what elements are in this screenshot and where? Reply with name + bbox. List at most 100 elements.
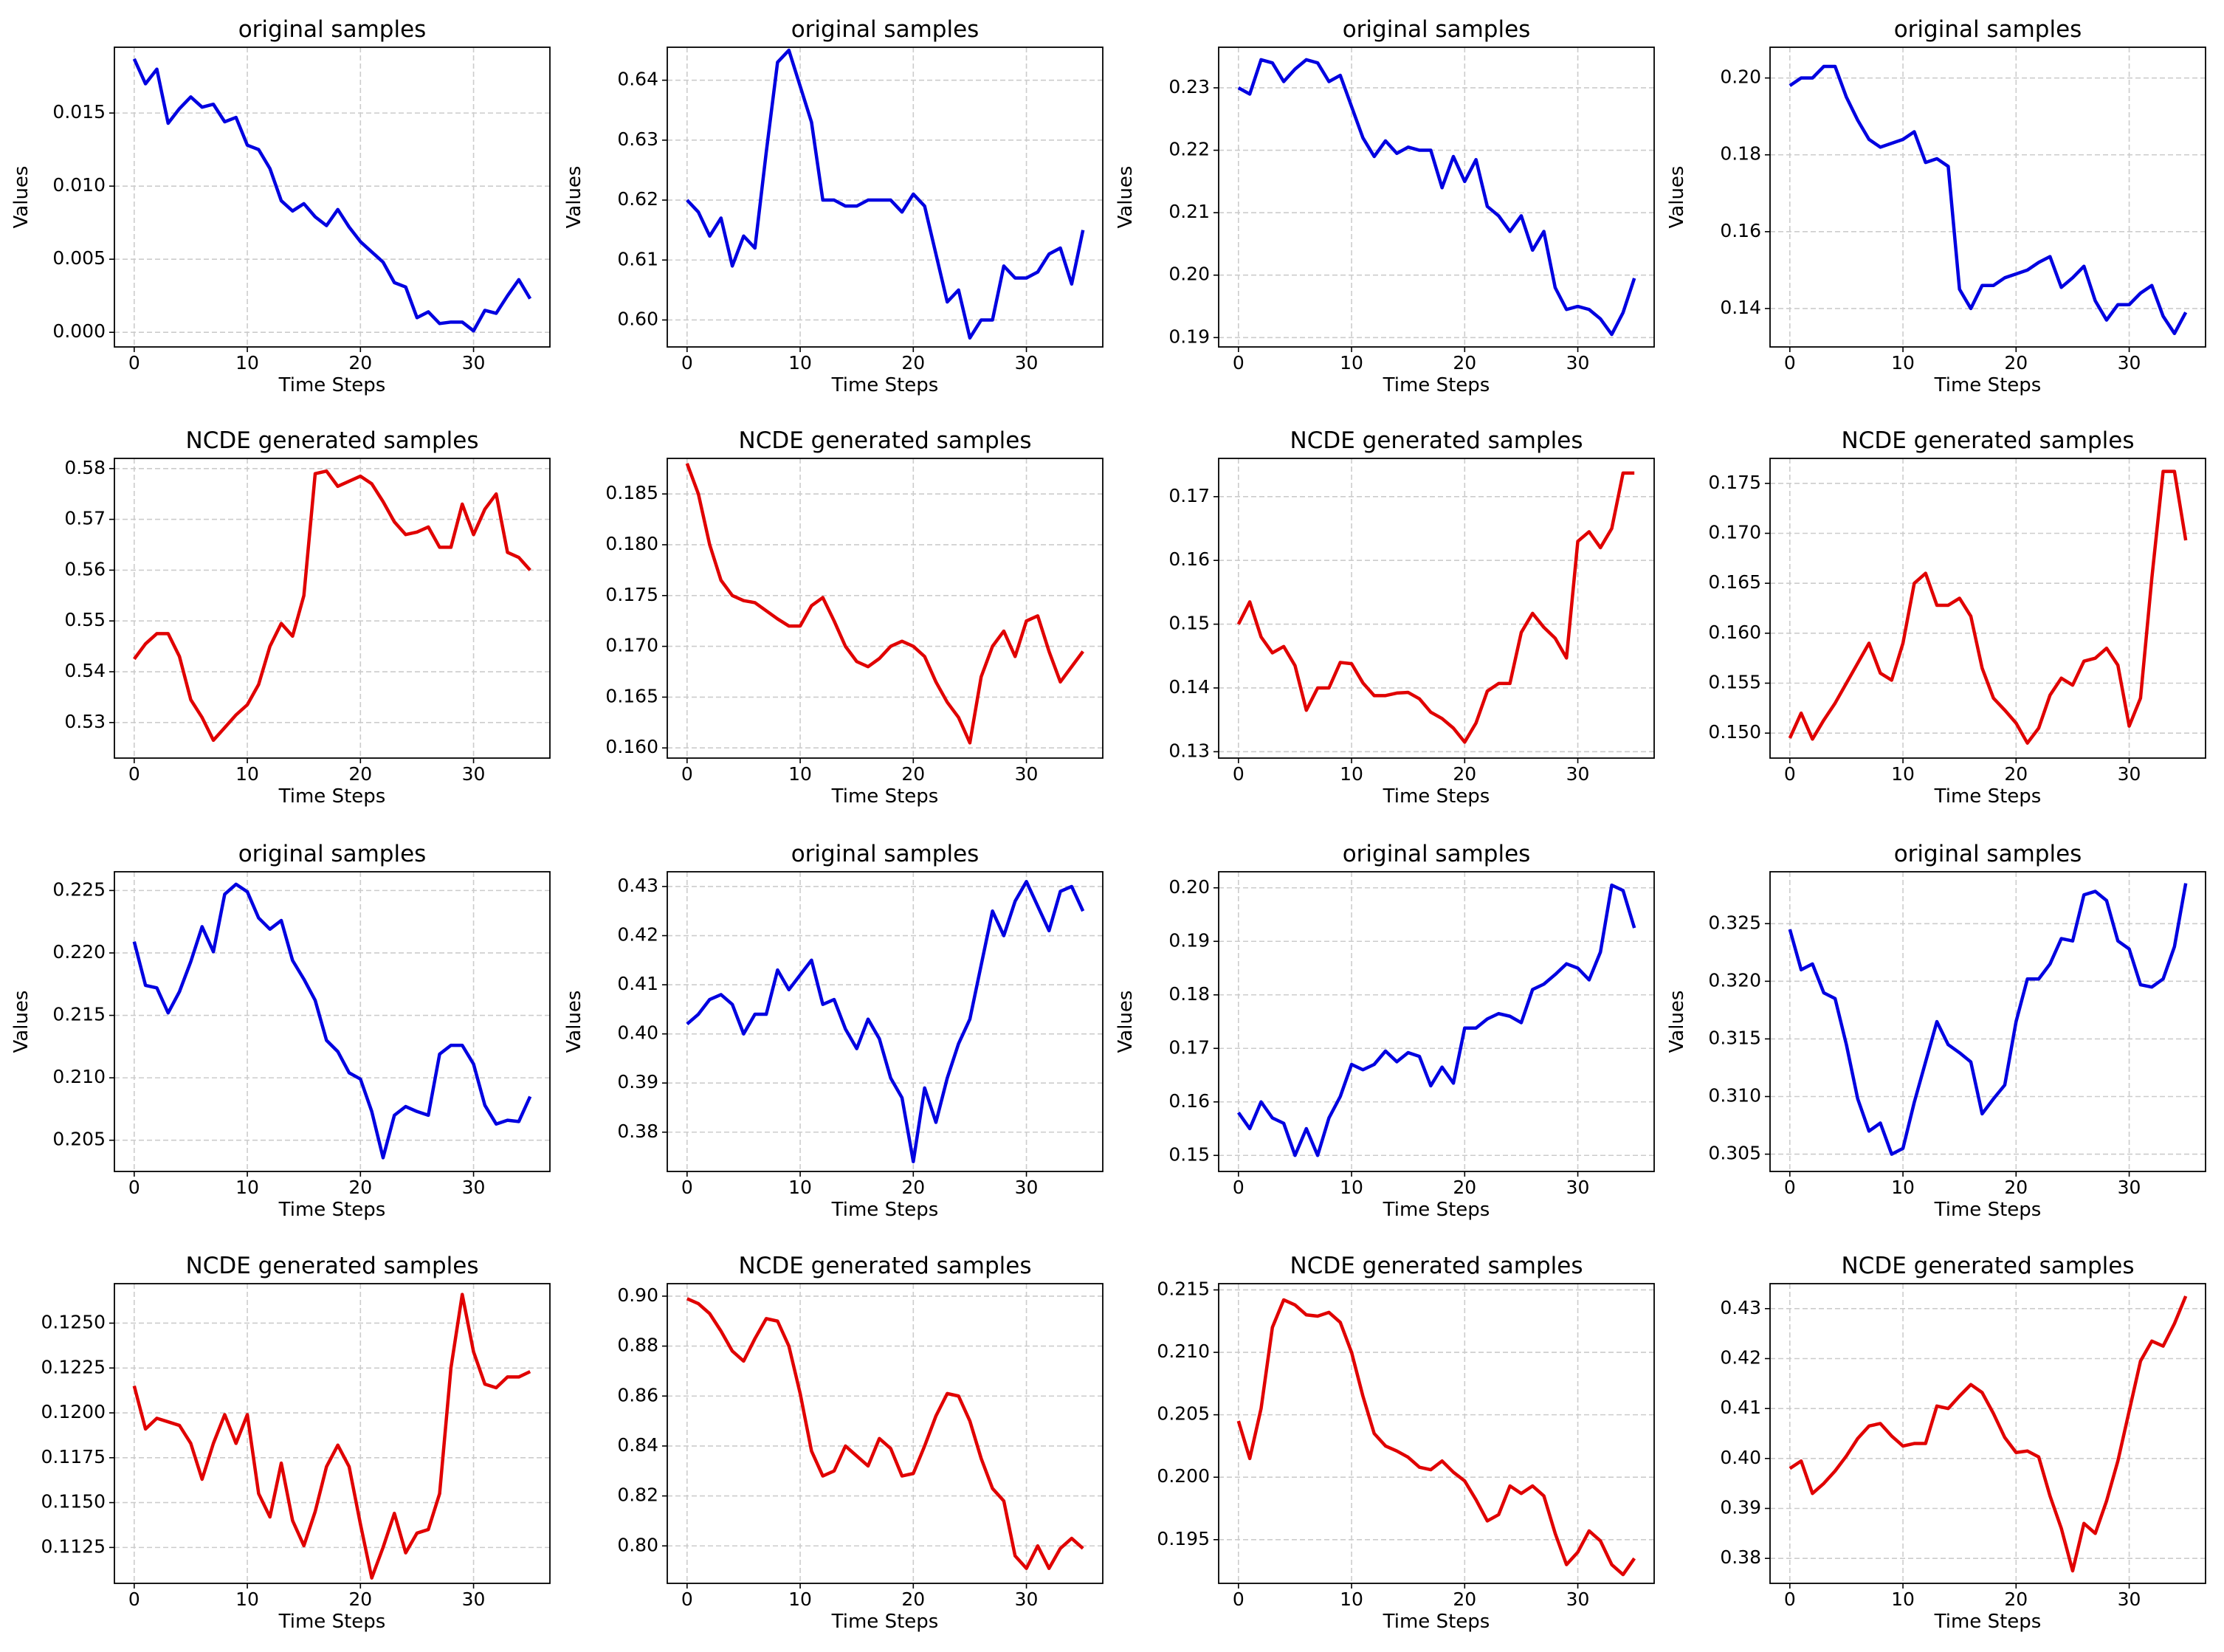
y-tick-label: 0.005 (52, 247, 106, 269)
subplot: 0.19 0.20 0.21 0.22 0.23 0 10 20 30 original samp… (1115, 16, 1655, 396)
y-axis-label: Values (1115, 166, 1137, 229)
subplot: 0.205 0.210 0.215 0.220 0.225 0 10 20 30 original… (10, 841, 551, 1221)
y-tick-label: 0.40 (1720, 1447, 1761, 1468)
y-tick-label: 0.15 (1168, 1143, 1210, 1165)
y-tick-label: 0.63 (617, 128, 658, 150)
plot-area (132, 882, 532, 1160)
axes-frame (667, 1283, 1104, 1584)
y-tick-label: 0.21 (1168, 201, 1210, 222)
y-tick-label: 0.220 (52, 941, 106, 963)
subplot-title: original samples (1894, 841, 2082, 867)
y-tick-label: 0.1150 (41, 1491, 106, 1512)
y-tick-label: 0.150 (1708, 721, 1761, 743)
axes-frame (1769, 458, 2206, 759)
y-tick-label: 0.42 (1720, 1347, 1761, 1369)
data-line (133, 469, 531, 743)
axes-frame (114, 1283, 551, 1584)
x-tick-label: 30 (1566, 1177, 1590, 1198)
plot-area (1789, 1295, 2188, 1573)
x-tick-label: 10 (1340, 1589, 1363, 1610)
y-axis-label: Values (1115, 991, 1137, 1053)
x-tick-label: 0 (128, 763, 140, 785)
x-axis-label: Time Steps (278, 1199, 386, 1221)
y-tick-label: 0.19 (1168, 326, 1210, 347)
data-line (686, 1297, 1084, 1570)
x-axis-label: Time Steps (1383, 785, 1490, 808)
x-axis-label: Time Steps (1934, 1199, 2042, 1221)
axes-frame (1218, 458, 1655, 759)
data-line (1789, 64, 2188, 336)
x-tick-label: 10 (1340, 352, 1363, 374)
y-tick-label: 0.61 (617, 248, 658, 269)
x-axis-label: Time Steps (1934, 785, 2042, 808)
plot-area (1788, 469, 2188, 745)
x-tick-label: 30 (462, 1589, 486, 1610)
subplot-title: NCDE generated samples (1842, 1253, 2135, 1279)
y-tick-label: 0.88 (617, 1335, 658, 1356)
x-tick-label: 20 (901, 763, 925, 785)
x-axis-label: Time Steps (831, 1199, 939, 1221)
x-tick-label: 30 (2118, 1589, 2141, 1610)
subplot: 0.13 0.14 0.15 0.16 0.17 0 10 20 30 NCDE generate… (1168, 427, 1655, 808)
y-tick-label: 0.13 (1168, 740, 1210, 761)
y-axis-label: Values (563, 991, 585, 1053)
y-tick-label: 0.19 (1168, 929, 1210, 951)
x-tick-label: 0 (1233, 1177, 1244, 1198)
y-tick-label: 0.320 (1708, 969, 1761, 991)
x-tick-label: 20 (901, 352, 925, 374)
x-tick-label: 0 (1233, 352, 1244, 374)
axes-frame (667, 871, 1104, 1172)
y-tick-label: 0.17 (1168, 1036, 1210, 1058)
subplot: 0.000 0.005 0.010 0.015 0 10 20 30 original samp… (10, 16, 551, 396)
axes-frame (667, 458, 1104, 759)
x-tick-label: 10 (1891, 352, 1915, 374)
plot-area (1236, 883, 1636, 1157)
subplot-title: original samples (791, 841, 980, 867)
x-tick-label: 0 (681, 1589, 693, 1610)
subplot: 0.15 0.16 0.17 0.18 0.19 0.20 0 10 20 30 original … (1115, 841, 1655, 1221)
x-tick-label: 20 (2004, 763, 2028, 785)
x-axis-label: Time Steps (278, 785, 386, 808)
x-tick-label: 30 (1015, 352, 1039, 374)
x-tick-label: 20 (1453, 1589, 1476, 1610)
y-tick-label: 0.14 (1720, 297, 1761, 318)
subplot-title: NCDE generated samples (186, 1253, 479, 1279)
x-tick-label: 10 (788, 352, 812, 374)
axes-frame (1769, 871, 2206, 1172)
plot-area (686, 1297, 1084, 1570)
axes-frame (114, 871, 551, 1172)
axes-frame (1769, 47, 2206, 348)
y-tick-label: 0.210 (52, 1066, 106, 1087)
x-tick-label: 30 (462, 352, 486, 374)
y-tick-label: 0.165 (605, 685, 658, 706)
y-tick-label: 0.180 (605, 533, 658, 554)
plot-area (1789, 64, 2188, 336)
data-line (1236, 883, 1636, 1157)
y-tick-label: 0.16 (1168, 1090, 1210, 1112)
subplot-title: NCDE generated samples (186, 427, 479, 454)
y-tick-label: 0.18 (1168, 983, 1210, 1005)
x-tick-label: 20 (2004, 1177, 2028, 1198)
x-tick-label: 20 (2004, 1589, 2028, 1610)
data-line (686, 880, 1085, 1163)
y-tick-label: 0.58 (64, 457, 106, 478)
y-tick-label: 0.20 (1168, 264, 1210, 285)
x-tick-label: 20 (1453, 763, 1476, 785)
x-tick-label: 30 (2118, 763, 2141, 785)
y-tick-label: 0.20 (1720, 66, 1761, 88)
x-axis-label: Time Steps (278, 1611, 386, 1633)
data-line (1789, 1295, 2188, 1573)
plot-area (1236, 1298, 1636, 1577)
x-tick-label: 30 (462, 1177, 486, 1198)
subplot: 0.1125 0.1150 0.1175 0.1200 0.1225 0.1250 0 10 2… (41, 1253, 551, 1633)
x-axis-label: Time Steps (1383, 374, 1490, 396)
plot-area (132, 1293, 531, 1580)
axes-frame (1769, 1283, 2206, 1584)
y-tick-label: 0.16 (1720, 220, 1761, 241)
x-tick-label: 10 (788, 1177, 812, 1198)
subplot-title: original samples (238, 841, 427, 867)
x-axis-label: Time Steps (1934, 374, 2042, 396)
y-tick-label: 0.210 (1157, 1340, 1210, 1362)
y-tick-label: 0.205 (1157, 1403, 1210, 1425)
subplot-title: NCDE generated samples (1290, 427, 1583, 454)
